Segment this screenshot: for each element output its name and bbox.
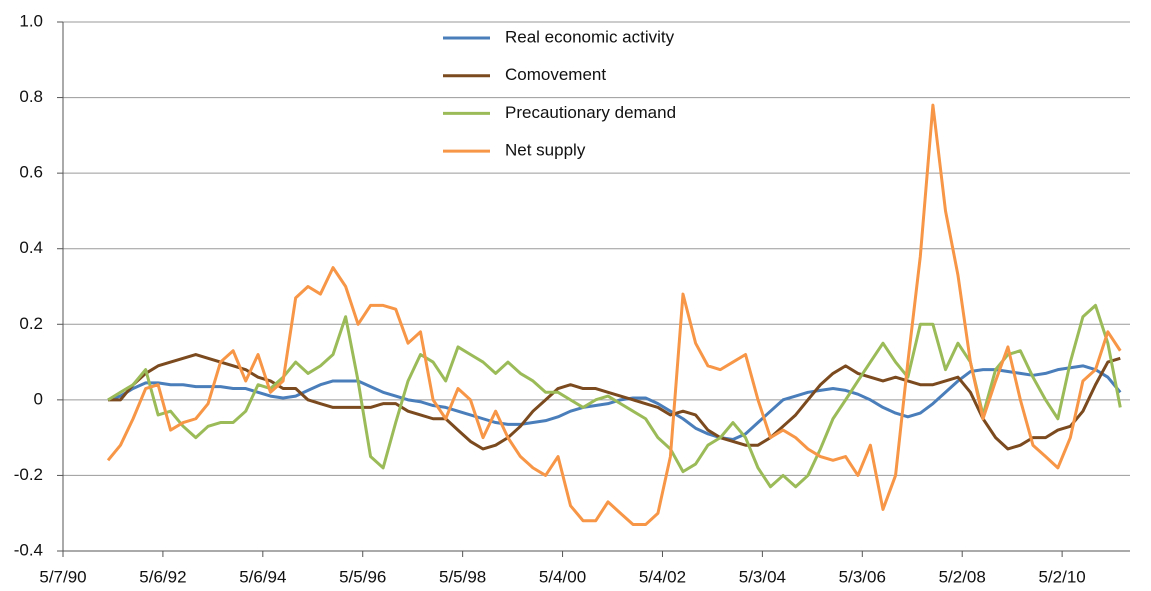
x-tick-label: 5/7/90 [39,567,86,586]
legend-label: Real economic activity [505,27,675,46]
x-tick-label: 5/5/98 [439,567,486,586]
y-tick-label: -0.4 [14,540,43,559]
legend-label: Precautionary demand [505,103,676,122]
y-tick-label: 0.4 [19,238,43,257]
series-line [106,103,1122,527]
x-tick-label: 5/6/94 [239,567,286,586]
x-tick-label: 5/3/04 [739,567,786,586]
series-line [107,364,1122,442]
series-line [107,303,1122,489]
y-tick-label: 0 [34,389,43,408]
y-tick-label: 0.2 [19,314,43,333]
y-tick-label: 0.8 [19,87,43,106]
x-tick-label: 5/4/00 [539,567,586,586]
x-tick-label: 5/6/92 [139,567,186,586]
x-tick-label: 5/3/06 [839,567,886,586]
x-tick-label: 5/2/10 [1038,567,1085,586]
x-tick-label: 5/5/96 [339,567,386,586]
x-tick-label: 5/4/02 [639,567,686,586]
y-tick-label: 1.0 [19,11,43,30]
y-tick-label: 0.6 [19,163,43,182]
legend-label: Comovement [505,65,606,84]
x-tick-label: 5/2/08 [939,567,986,586]
y-tick-label: -0.2 [14,465,43,484]
legend-label: Net supply [505,141,586,160]
